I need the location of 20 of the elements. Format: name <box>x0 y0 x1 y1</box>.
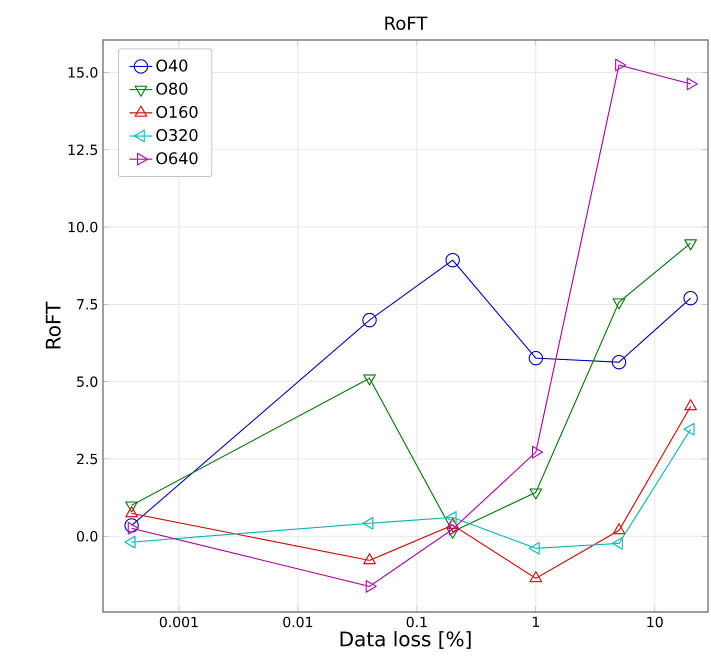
x-tick-label: 0.1 <box>406 616 427 628</box>
y-tick-label: 0.0 <box>76 530 98 542</box>
legend-label: O80 <box>156 82 188 95</box>
legend-label: O320 <box>156 129 198 142</box>
y-tick-label: 12.5 <box>68 144 98 156</box>
y-tick-label: 7.5 <box>77 299 98 310</box>
chart-title: RoFT <box>385 16 428 30</box>
y-tick-label: 15.0 <box>68 67 98 78</box>
y-tick-label: 5.0 <box>77 376 98 387</box>
x-axis-title: Data loss [%] <box>340 631 471 649</box>
x-tick-label: 0.01 <box>283 616 312 628</box>
y-tick-label: 2.5 <box>77 454 98 464</box>
legend-label: O160 <box>156 106 198 118</box>
y-tick-label: 10.0 <box>68 222 98 232</box>
y-axis-title: RoFT <box>46 302 61 348</box>
x-tick-label: 0.001 <box>160 616 198 628</box>
legend-label: O640 <box>156 152 198 164</box>
x-tick-label: 10 <box>647 616 663 628</box>
x-tick-label: 1 <box>532 616 540 627</box>
legend-label: O40 <box>156 59 188 72</box>
